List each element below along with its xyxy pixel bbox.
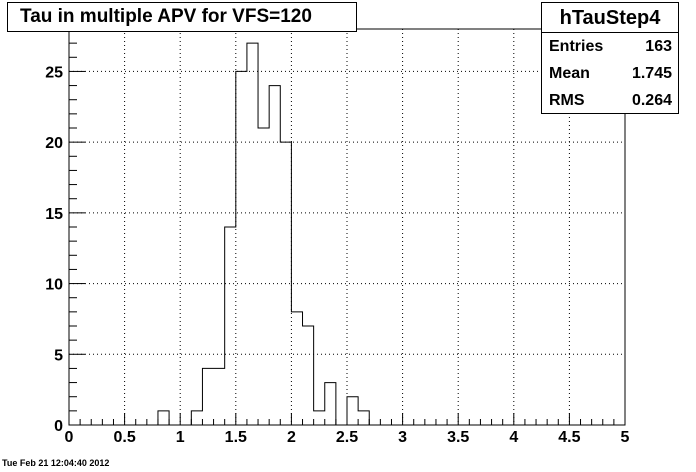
histogram-bin bbox=[236, 71, 247, 425]
x-tick-label: 4.5 bbox=[558, 429, 580, 446]
histogram-bin bbox=[247, 43, 258, 425]
timestamp-footer: Tue Feb 21 12:04:40 2012 bbox=[2, 458, 110, 468]
histogram-bin bbox=[214, 368, 225, 425]
y-tick-label: 0 bbox=[54, 418, 63, 435]
stats-row-mean: Mean 1.745 bbox=[542, 60, 678, 87]
y-tick-label: 5 bbox=[54, 347, 63, 364]
x-tick-label: 3 bbox=[398, 429, 407, 446]
y-tick-label: 10 bbox=[45, 277, 63, 294]
histogram-bin bbox=[258, 128, 269, 425]
histogram-bin bbox=[269, 86, 280, 425]
y-tick-label: 15 bbox=[45, 206, 63, 223]
stats-value: 0.264 bbox=[631, 92, 672, 109]
histogram-bin bbox=[325, 383, 336, 425]
x-tick-label: 3.5 bbox=[447, 429, 469, 446]
stats-histogram-name: hTauStep4 bbox=[542, 3, 678, 33]
stats-value: 163 bbox=[645, 38, 672, 55]
x-tick-label: 1 bbox=[176, 429, 185, 446]
histogram-bin bbox=[202, 368, 213, 425]
histogram-bin bbox=[291, 312, 302, 425]
stats-row-rms: RMS 0.264 bbox=[542, 87, 678, 114]
x-tick-label: 0.5 bbox=[113, 429, 135, 446]
histogram-bin bbox=[347, 397, 358, 425]
stats-box: hTauStep4 Entries 163 Mean 1.745 RMS 0.2… bbox=[541, 2, 679, 114]
x-tick-label: 0 bbox=[65, 429, 74, 446]
histogram-outline bbox=[157, 42, 370, 426]
stats-label: Mean bbox=[549, 65, 590, 82]
stats-row-entries: Entries 163 bbox=[542, 33, 678, 60]
x-tick-label: 4 bbox=[509, 429, 518, 446]
y-tick-label: 25 bbox=[45, 64, 63, 81]
histogram-bin bbox=[225, 227, 236, 425]
x-tick-label: 2 bbox=[287, 429, 296, 446]
stats-label: RMS bbox=[549, 92, 585, 109]
x-tick-label: 2.5 bbox=[336, 429, 358, 446]
histogram-bin bbox=[358, 411, 369, 425]
histogram-bin bbox=[314, 411, 325, 425]
plot-title: Tau in multiple APV for VFS=120 bbox=[7, 2, 357, 32]
histogram-bin bbox=[191, 411, 202, 425]
stats-label: Entries bbox=[549, 38, 604, 55]
x-tick-label: 1.5 bbox=[225, 429, 247, 446]
histogram-bin bbox=[303, 326, 314, 425]
x-tick-label: 5 bbox=[621, 429, 630, 446]
stats-value: 1.745 bbox=[631, 65, 672, 82]
y-tick-label: 20 bbox=[45, 135, 63, 152]
histogram-bin bbox=[158, 411, 169, 425]
